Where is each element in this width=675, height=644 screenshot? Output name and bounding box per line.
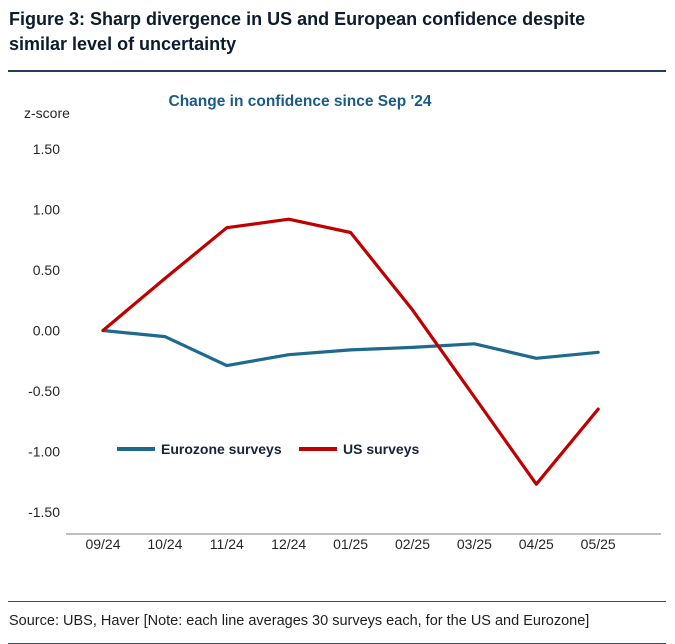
legend-label-us: US surveys xyxy=(343,441,419,457)
series-line-us xyxy=(101,217,600,487)
y-tick-label: -0.50 xyxy=(28,383,60,399)
x-tick-label: 12/24 xyxy=(271,536,306,552)
y-tick-label: 1.00 xyxy=(33,202,60,218)
x-tick-label: 11/24 xyxy=(210,536,244,552)
y-tick-label: 1.50 xyxy=(33,141,60,157)
source-note: Source: UBS, Haver [Note: each line aver… xyxy=(9,612,590,629)
x-tick-label: 10/24 xyxy=(147,536,182,552)
figure-footer: Source: UBS, Haver [Note: each line aver… xyxy=(8,600,666,644)
y-tick-label: -1.00 xyxy=(28,444,60,460)
chart-area: Change in confidence since Sep '24 z-scor… xyxy=(0,72,675,558)
x-tick-label: 04/25 xyxy=(519,536,554,552)
figure-header: Figure 3: Sharp divergence in US and Eur… xyxy=(8,0,666,73)
y-axis-label: z-score xyxy=(24,105,70,121)
y-tick-label: 0.50 xyxy=(33,262,60,278)
x-tick-label: 09/24 xyxy=(85,536,120,552)
x-tick-label: 02/25 xyxy=(395,536,430,552)
legend-label-eurozone: Eurozone surveys xyxy=(161,441,282,457)
confidence-line-chart: Change in confidence since Sep '24 z-scor… xyxy=(24,93,661,552)
chart-title: Change in confidence since Sep '24 xyxy=(169,93,432,110)
y-tick-label: 0.00 xyxy=(33,323,60,339)
figure-title: Figure 3: Sharp divergence in US and Eur… xyxy=(9,9,586,55)
series-line-eurozone xyxy=(101,329,600,368)
x-tick-label: 03/25 xyxy=(457,536,492,552)
x-tick-label: 01/25 xyxy=(333,536,368,552)
y-tick-label: -1.50 xyxy=(28,504,60,520)
x-tick-label: 05/25 xyxy=(581,536,616,552)
